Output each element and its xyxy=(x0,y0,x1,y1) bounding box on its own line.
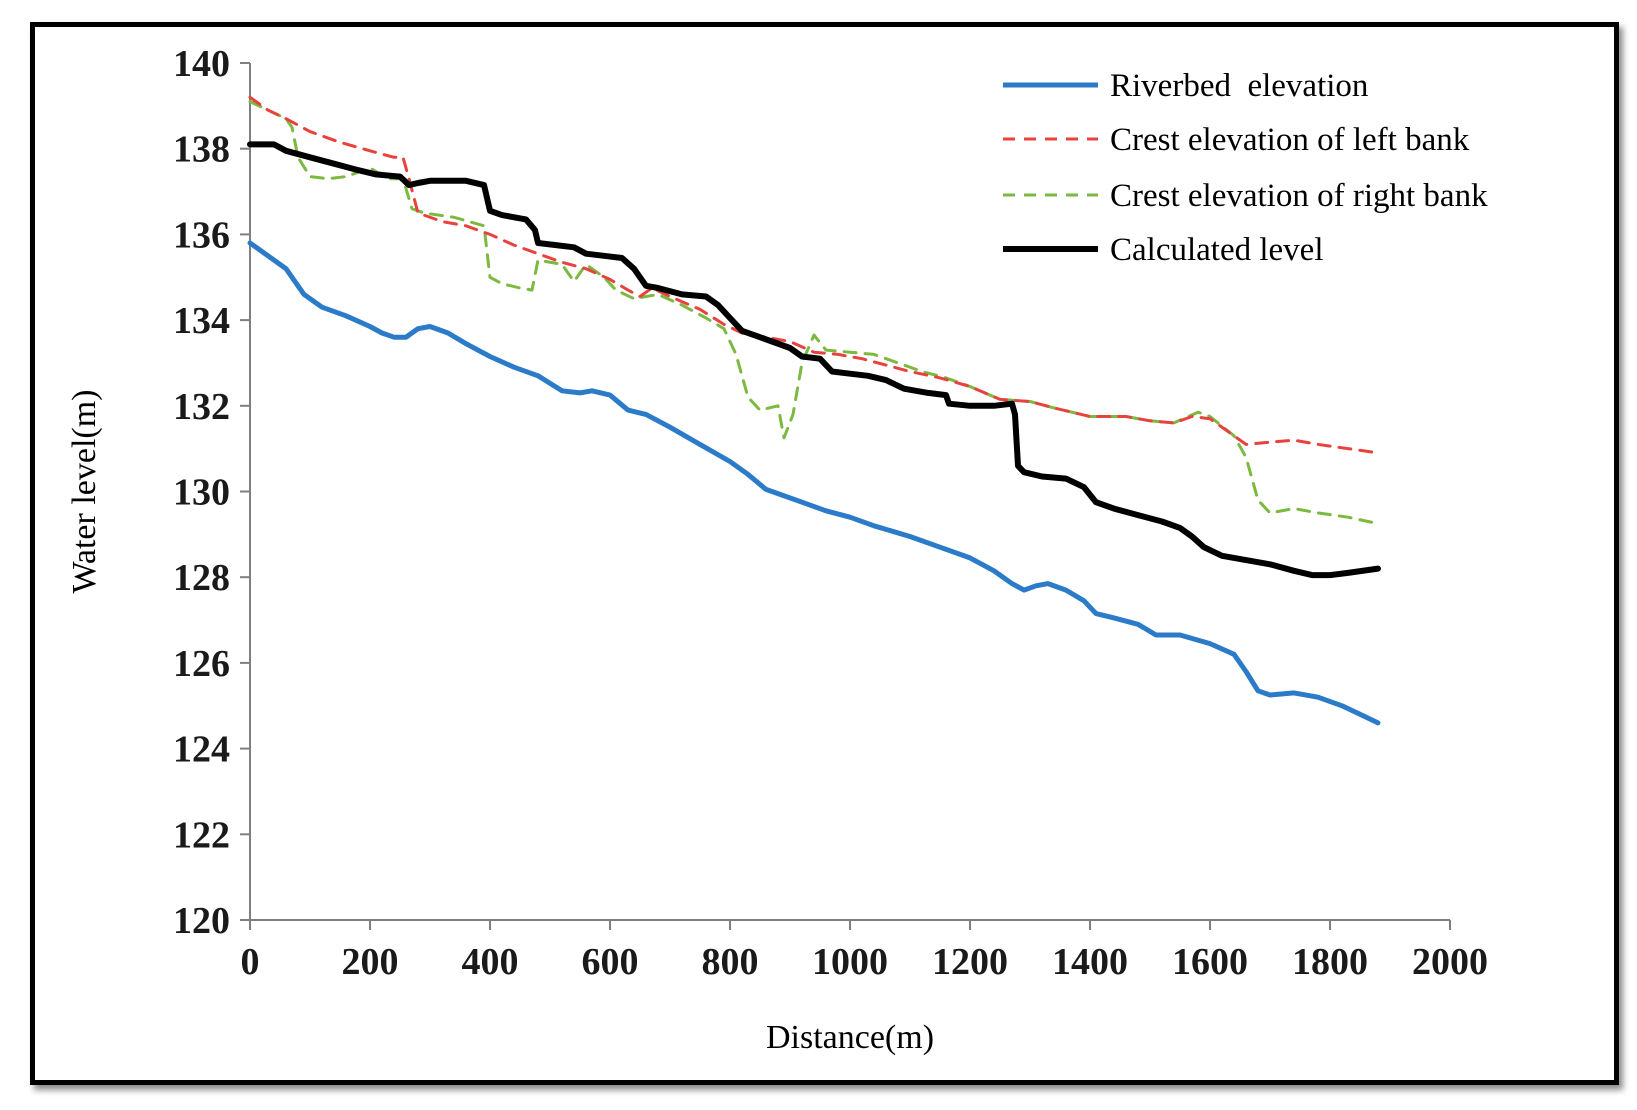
y-tick-label: 120 xyxy=(173,900,230,942)
x-axis-label: Distance(m) xyxy=(766,1019,934,1056)
series-line-2 xyxy=(248,100,1380,526)
chart-frame xyxy=(30,22,1619,1085)
x-tick-label: 2000 xyxy=(1412,941,1488,983)
y-tick-label: 126 xyxy=(173,643,230,685)
series-line-3 xyxy=(247,141,1381,579)
x-tick-label: 200 xyxy=(342,941,399,983)
legend-label-3: Calculated level xyxy=(1110,232,1324,268)
series-layer xyxy=(247,95,1381,726)
x-tick-label: 400 xyxy=(462,941,519,983)
x-tick-label: 0 xyxy=(241,941,260,983)
legend: Riverbed elevation Crest elevation of lef… xyxy=(1003,68,1488,268)
y-tick-label: 138 xyxy=(173,129,230,171)
x-tick-label: 1800 xyxy=(1292,941,1368,983)
legend-label-0: Riverbed elevation xyxy=(1110,68,1368,104)
y-tick-label: 128 xyxy=(173,557,230,599)
x-tick-label: 600 xyxy=(582,941,639,983)
x-tick-label: 1400 xyxy=(1052,941,1128,983)
y-tick-label: 122 xyxy=(173,814,230,856)
y-tick-label: 140 xyxy=(173,43,230,85)
x-tick-label: 800 xyxy=(702,941,759,983)
legend-label-2: Crest elevation of right bank xyxy=(1110,178,1488,214)
y-tick-label: 134 xyxy=(173,300,230,342)
y-tick-label: 136 xyxy=(173,214,230,256)
y-tick-label: 132 xyxy=(173,386,230,428)
y-axis-label: Water level(m) xyxy=(66,390,103,594)
x-tick-label: 1600 xyxy=(1172,941,1248,983)
y-tick-label: 130 xyxy=(173,472,230,514)
legend-label-1: Crest elevation of left bank xyxy=(1110,122,1470,158)
y-tick-label: 124 xyxy=(173,729,230,771)
x-tick-label: 1000 xyxy=(812,941,888,983)
series-line-0 xyxy=(247,240,1381,726)
axes: 120 122 124 126 128 130 132 134 136 138 140 0 200 40… xyxy=(173,43,1488,983)
x-tick-label: 1200 xyxy=(932,941,1008,983)
